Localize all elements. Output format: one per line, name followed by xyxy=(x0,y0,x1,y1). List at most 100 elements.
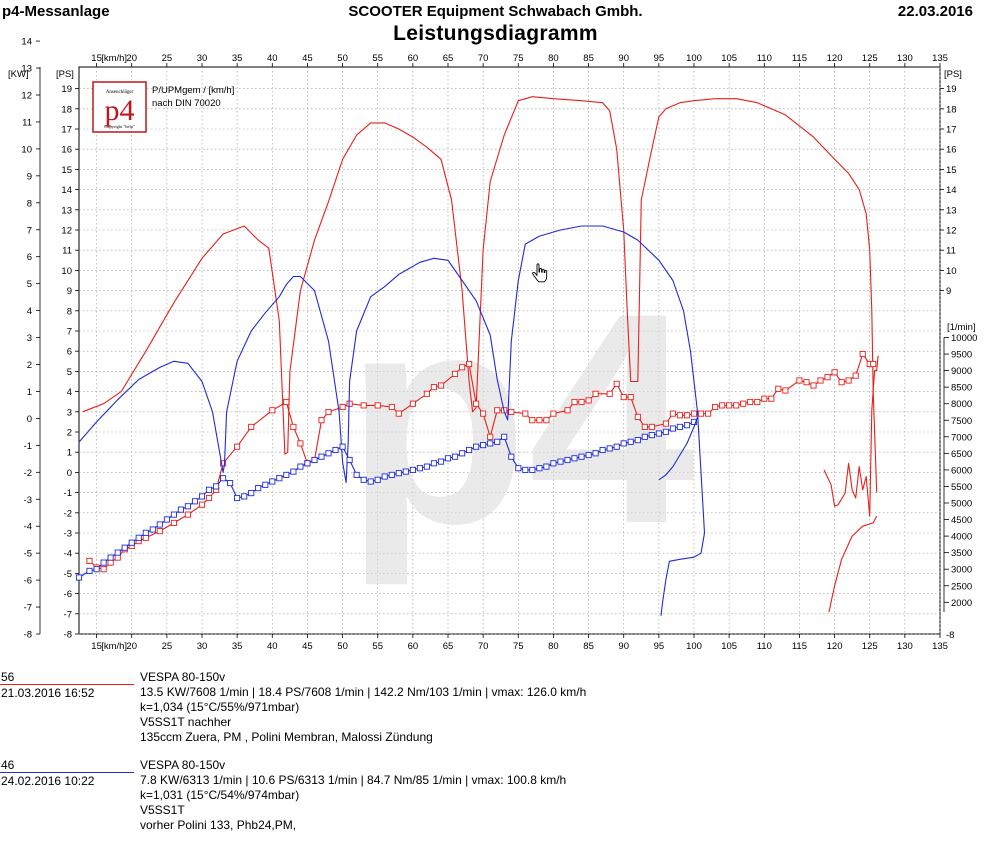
x-axis-label-top: [km/h] xyxy=(101,53,127,64)
x-tick-label-bottom: 125 xyxy=(862,641,878,652)
data-point-3 xyxy=(205,486,213,493)
data-point-1 xyxy=(437,382,445,389)
data-point-1 xyxy=(529,417,536,424)
data-point-3 xyxy=(297,463,304,470)
run-notes: vorher Polini 133, Phb24,PM, xyxy=(140,818,297,832)
x-tick-label-top: 40 xyxy=(267,53,278,64)
run-details: VESPA 80-150v 13.5 KW/7608 1/min | 18.4 … xyxy=(140,670,586,745)
kw-tick-label: -6 xyxy=(24,576,32,587)
rpm-tick-label: 7000 xyxy=(951,432,972,443)
ps-tick-label: 17 xyxy=(61,125,72,136)
ps-tick-label: 15 xyxy=(61,165,72,176)
x-tick-label-bottom: 60 xyxy=(408,641,419,652)
ps-tick-label: -6 xyxy=(64,589,72,600)
ps-tick-label: -3 xyxy=(64,529,72,540)
ps-tick-label: 4 xyxy=(67,387,72,398)
data-point-3 xyxy=(543,463,550,470)
rpm-tick-label: 10000 xyxy=(951,333,977,344)
rpm-tick-label: 3000 xyxy=(951,565,972,576)
data-point-1 xyxy=(142,534,149,541)
data-point-1 xyxy=(810,382,817,389)
data-point-3 xyxy=(473,443,480,450)
run-result: 7.8 KW/6313 1/min | 10.6 PS/6313 1/min |… xyxy=(140,773,567,787)
data-point-3 xyxy=(325,450,332,457)
rpm-tick-label: 8000 xyxy=(951,399,972,410)
kw-tick-label: 12 xyxy=(21,91,32,102)
ps-axis-label: [PS] xyxy=(56,69,74,80)
x-tick-label-bottom: 15 xyxy=(91,641,102,652)
ps-right-tick-label: 12 xyxy=(946,226,957,237)
data-point-1 xyxy=(543,417,550,424)
x-tick-label-top: 25 xyxy=(162,53,173,64)
data-point-3 xyxy=(564,456,571,464)
kw-tick-label: 14 xyxy=(21,37,32,48)
rpm-tick-label: 8500 xyxy=(951,383,972,394)
x-tick-label-top: 125 xyxy=(862,53,878,64)
x-tick-label-bottom: 85 xyxy=(583,641,594,652)
x-tick-label-top: 55 xyxy=(372,53,383,64)
data-point-1 xyxy=(522,410,529,417)
data-point-3 xyxy=(75,574,83,581)
watermark-text: p4 xyxy=(345,250,697,588)
logo-frame xyxy=(92,81,147,133)
data-point-3 xyxy=(234,494,241,502)
data-point-3 xyxy=(339,443,346,450)
data-point-1 xyxy=(578,398,585,406)
data-point-3 xyxy=(669,425,676,432)
ps-right-tick-label: 9 xyxy=(946,286,951,297)
data-point-1 xyxy=(620,394,627,401)
report-date: 22.03.2016 xyxy=(897,3,973,20)
page-title: Leistungsdiagramm xyxy=(393,22,598,45)
run-variant: V5SS1T nachher xyxy=(140,715,232,729)
data-point-1 xyxy=(494,407,501,414)
x-tick-label-bottom: 95 xyxy=(654,641,665,652)
data-point-3 xyxy=(184,503,191,510)
data-point-3 xyxy=(283,471,290,478)
data-point-1 xyxy=(845,377,852,384)
data-point-1 xyxy=(234,443,241,450)
data-point-1 xyxy=(592,390,599,397)
data-point-3 xyxy=(227,480,234,487)
data-point-1 xyxy=(451,370,459,377)
logo-bottom-text: Copyright "help" xyxy=(104,124,135,129)
series-line-3-1 xyxy=(658,416,699,481)
rpm-tick-label: 6500 xyxy=(951,449,972,460)
data-point-1 xyxy=(705,410,712,417)
data-point-3 xyxy=(522,466,529,473)
data-point-1 xyxy=(697,410,705,417)
data-point-3 xyxy=(494,438,501,445)
data-point-3 xyxy=(177,506,184,513)
x-tick-label-top: 20 xyxy=(126,53,137,64)
data-point-3 xyxy=(508,453,515,460)
series-line-1-1 xyxy=(823,355,879,517)
data-point-3 xyxy=(606,445,613,452)
ps-tick-label: 2 xyxy=(67,428,72,439)
data-point-1 xyxy=(740,400,747,407)
ps-tick-label: 8 xyxy=(67,306,72,317)
data-point-3 xyxy=(360,476,367,483)
rpm-tick-label: 4000 xyxy=(951,532,972,543)
run-color-line xyxy=(0,772,134,773)
data-point-1 xyxy=(683,412,691,419)
data-point-3 xyxy=(255,485,262,492)
ps-right-tick-label: 19 xyxy=(946,84,957,95)
data-point-3 xyxy=(100,559,107,566)
data-point-1 xyxy=(290,423,297,430)
data-point-3 xyxy=(529,466,536,473)
x-tick-label-bottom: 90 xyxy=(618,641,629,652)
app-name: p4-Messanlage xyxy=(2,3,110,20)
ps-tick-label: 16 xyxy=(61,145,72,156)
ps-tick-label: -8 xyxy=(64,630,72,641)
data-point-3 xyxy=(381,473,388,480)
hand-cursor-icon xyxy=(532,263,548,283)
data-point-3 xyxy=(690,418,698,425)
data-point-1 xyxy=(571,398,578,406)
data-point-1 xyxy=(585,397,592,404)
data-point-3 xyxy=(683,422,691,429)
data-point-3 xyxy=(114,549,121,556)
data-point-3 xyxy=(142,529,149,536)
run-date: 21.03.2016 16:52 xyxy=(1,686,95,700)
data-point-3 xyxy=(634,437,641,444)
ps-right-tick-label: 14 xyxy=(946,185,957,196)
